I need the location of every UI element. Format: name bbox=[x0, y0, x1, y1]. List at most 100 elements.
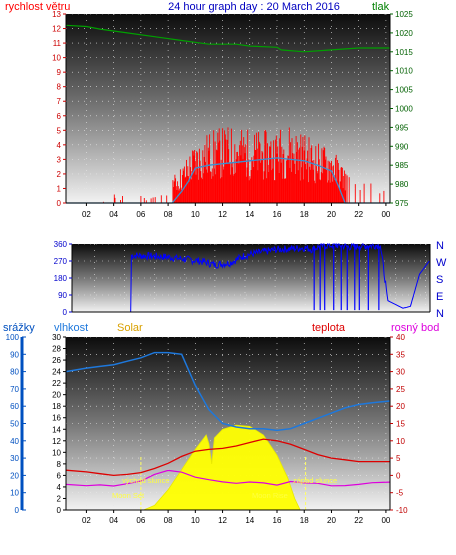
direction-left-tick-label: 180 bbox=[54, 274, 68, 283]
wind-x-tick-label: 20 bbox=[327, 210, 336, 219]
chart-title: 24 hour graph day : 20 March 2016 bbox=[168, 1, 340, 13]
wind-left-tick-label: 12 bbox=[52, 25, 61, 34]
sunset-label: západ slunce bbox=[293, 476, 337, 485]
direction-series-layer bbox=[72, 242, 430, 313]
wind-left-tick-label: 6 bbox=[57, 112, 62, 121]
rain-tick-label: 100 bbox=[6, 333, 20, 342]
compass-label: N bbox=[436, 240, 444, 252]
wind-left-tick-label: 13 bbox=[52, 10, 61, 19]
temp-x-tick-label: 18 bbox=[300, 516, 309, 525]
rain-tick-label: 10 bbox=[10, 489, 19, 498]
wind-left-tick-label: 9 bbox=[57, 68, 62, 77]
direction-left-tick-label: 0 bbox=[63, 308, 68, 317]
sunrise-label: východ slunce bbox=[122, 476, 170, 485]
pressure-right-tick-label: 1005 bbox=[395, 86, 413, 95]
wind-left-tick-label: 2 bbox=[57, 170, 62, 179]
temp-right-tick-label: -5 bbox=[396, 489, 404, 498]
moonset-label: Moon Set bbox=[112, 491, 145, 500]
solar-tick-label: 8 bbox=[57, 460, 62, 469]
temp-x-tick-label: 16 bbox=[273, 516, 282, 525]
dewpoint-line bbox=[65, 469, 391, 487]
temp-right-tick-label: 0 bbox=[396, 471, 401, 480]
wind-average-line bbox=[66, 157, 390, 204]
pressure-right-tick-label: 985 bbox=[395, 161, 409, 170]
wind-left-tick-label: 4 bbox=[57, 141, 62, 150]
solar-tick-label: 0 bbox=[57, 506, 62, 515]
temp-right-tick-label: 25 bbox=[396, 385, 405, 394]
temp-right-tick-label: 5 bbox=[396, 454, 401, 463]
compass-label: W bbox=[436, 257, 447, 269]
temp-x-tick-label: 14 bbox=[245, 516, 254, 525]
temp-x-tick-label: 22 bbox=[354, 516, 363, 525]
temp-right-tick-label: 10 bbox=[396, 437, 405, 446]
solar-tick-label: 10 bbox=[52, 448, 61, 457]
rain-tick-label: 30 bbox=[10, 454, 19, 463]
pressure-axis-title: tlak bbox=[372, 1, 390, 13]
rain-tick-label: 90 bbox=[10, 350, 19, 359]
temp-right-tick-label: 40 bbox=[396, 333, 405, 342]
direction-left-tick-label: 270 bbox=[54, 257, 68, 266]
rain-tick-label: 70 bbox=[10, 385, 19, 394]
temperature-line bbox=[65, 438, 390, 477]
temp-x-tick-label: 06 bbox=[136, 516, 145, 525]
pressure-right-tick-label: 990 bbox=[395, 142, 409, 151]
temp-x-tick-label: 20 bbox=[327, 516, 336, 525]
wind-series-layer bbox=[65, 24, 390, 204]
rain-tick-label: 0 bbox=[15, 506, 20, 515]
direction-line bbox=[72, 242, 430, 313]
wind-left-tick-label: 3 bbox=[57, 155, 62, 164]
wind-x-tick-label: 18 bbox=[300, 210, 309, 219]
pressure-line bbox=[65, 24, 390, 53]
rain-tick-label: 60 bbox=[10, 402, 19, 411]
wind-x-tick-label: 06 bbox=[136, 210, 145, 219]
direction-left-tick-label: 360 bbox=[54, 240, 68, 249]
rain-tick-label: 40 bbox=[10, 437, 19, 446]
temp-x-tick-label: 04 bbox=[109, 516, 118, 525]
humidity-axis-title: vlhkost bbox=[54, 322, 88, 334]
wind-axes: 0123456789101112139759809859909951000100… bbox=[52, 10, 413, 219]
solar-tick-label: 6 bbox=[57, 471, 62, 480]
wind-x-tick-label: 08 bbox=[164, 210, 173, 219]
wind-x-tick-label: 16 bbox=[273, 210, 282, 219]
moonrise-label: Moon Rise bbox=[252, 491, 288, 500]
pressure-right-tick-label: 995 bbox=[395, 123, 409, 132]
temp-x-tick-label: 02 bbox=[82, 516, 91, 525]
wind-left-tick-label: 0 bbox=[57, 199, 62, 208]
pressure-right-tick-label: 1015 bbox=[395, 48, 413, 57]
wind-x-tick-label: 02 bbox=[82, 210, 91, 219]
solar-tick-label: 14 bbox=[52, 425, 61, 434]
pressure-right-tick-label: 1010 bbox=[395, 67, 413, 76]
wind-left-tick-label: 1 bbox=[57, 184, 62, 193]
temperature-axis-title: teplota bbox=[312, 322, 346, 334]
wind-left-tick-label: 10 bbox=[52, 54, 61, 63]
solar-tick-label: 12 bbox=[52, 437, 61, 446]
wind-pressure-panel: 0123456789101112139759809859909951000100… bbox=[5, 1, 413, 219]
pressure-right-tick-label: 1000 bbox=[395, 105, 413, 114]
solar-tick-label: 18 bbox=[52, 402, 61, 411]
solar-tick-label: 2 bbox=[57, 494, 62, 503]
temp-right-tick-label: -10 bbox=[396, 506, 408, 515]
solar-tick-label: 24 bbox=[52, 368, 61, 377]
wind-x-tick-label: 00 bbox=[381, 210, 390, 219]
wind-x-tick-label: 12 bbox=[218, 210, 227, 219]
compass-label: S bbox=[436, 274, 443, 286]
rain-tick-label: 50 bbox=[10, 420, 19, 429]
direction-left-tick-label: 90 bbox=[58, 291, 67, 300]
wind-axis-title: rychlost větru bbox=[5, 1, 70, 13]
temp-right-tick-label: 35 bbox=[396, 350, 405, 359]
temperature-panel: 0102030405060708090100024681012141618202… bbox=[3, 322, 439, 525]
solar-axis-title: Solar bbox=[117, 322, 143, 334]
wind-left-tick-label: 11 bbox=[53, 39, 62, 48]
wind-left-tick-label: 8 bbox=[57, 83, 62, 92]
solar-tick-label: 26 bbox=[52, 356, 61, 365]
temp-x-tick-label: 08 bbox=[164, 516, 173, 525]
wind-x-tick-label: 10 bbox=[191, 210, 200, 219]
rain-axis-title: srážky bbox=[3, 322, 35, 334]
compass-label: E bbox=[436, 291, 443, 303]
solar-tick-label: 4 bbox=[57, 483, 62, 492]
compass-label: N bbox=[436, 308, 444, 320]
temp-x-tick-label: 00 bbox=[381, 516, 390, 525]
solar-tick-label: 22 bbox=[52, 379, 61, 388]
